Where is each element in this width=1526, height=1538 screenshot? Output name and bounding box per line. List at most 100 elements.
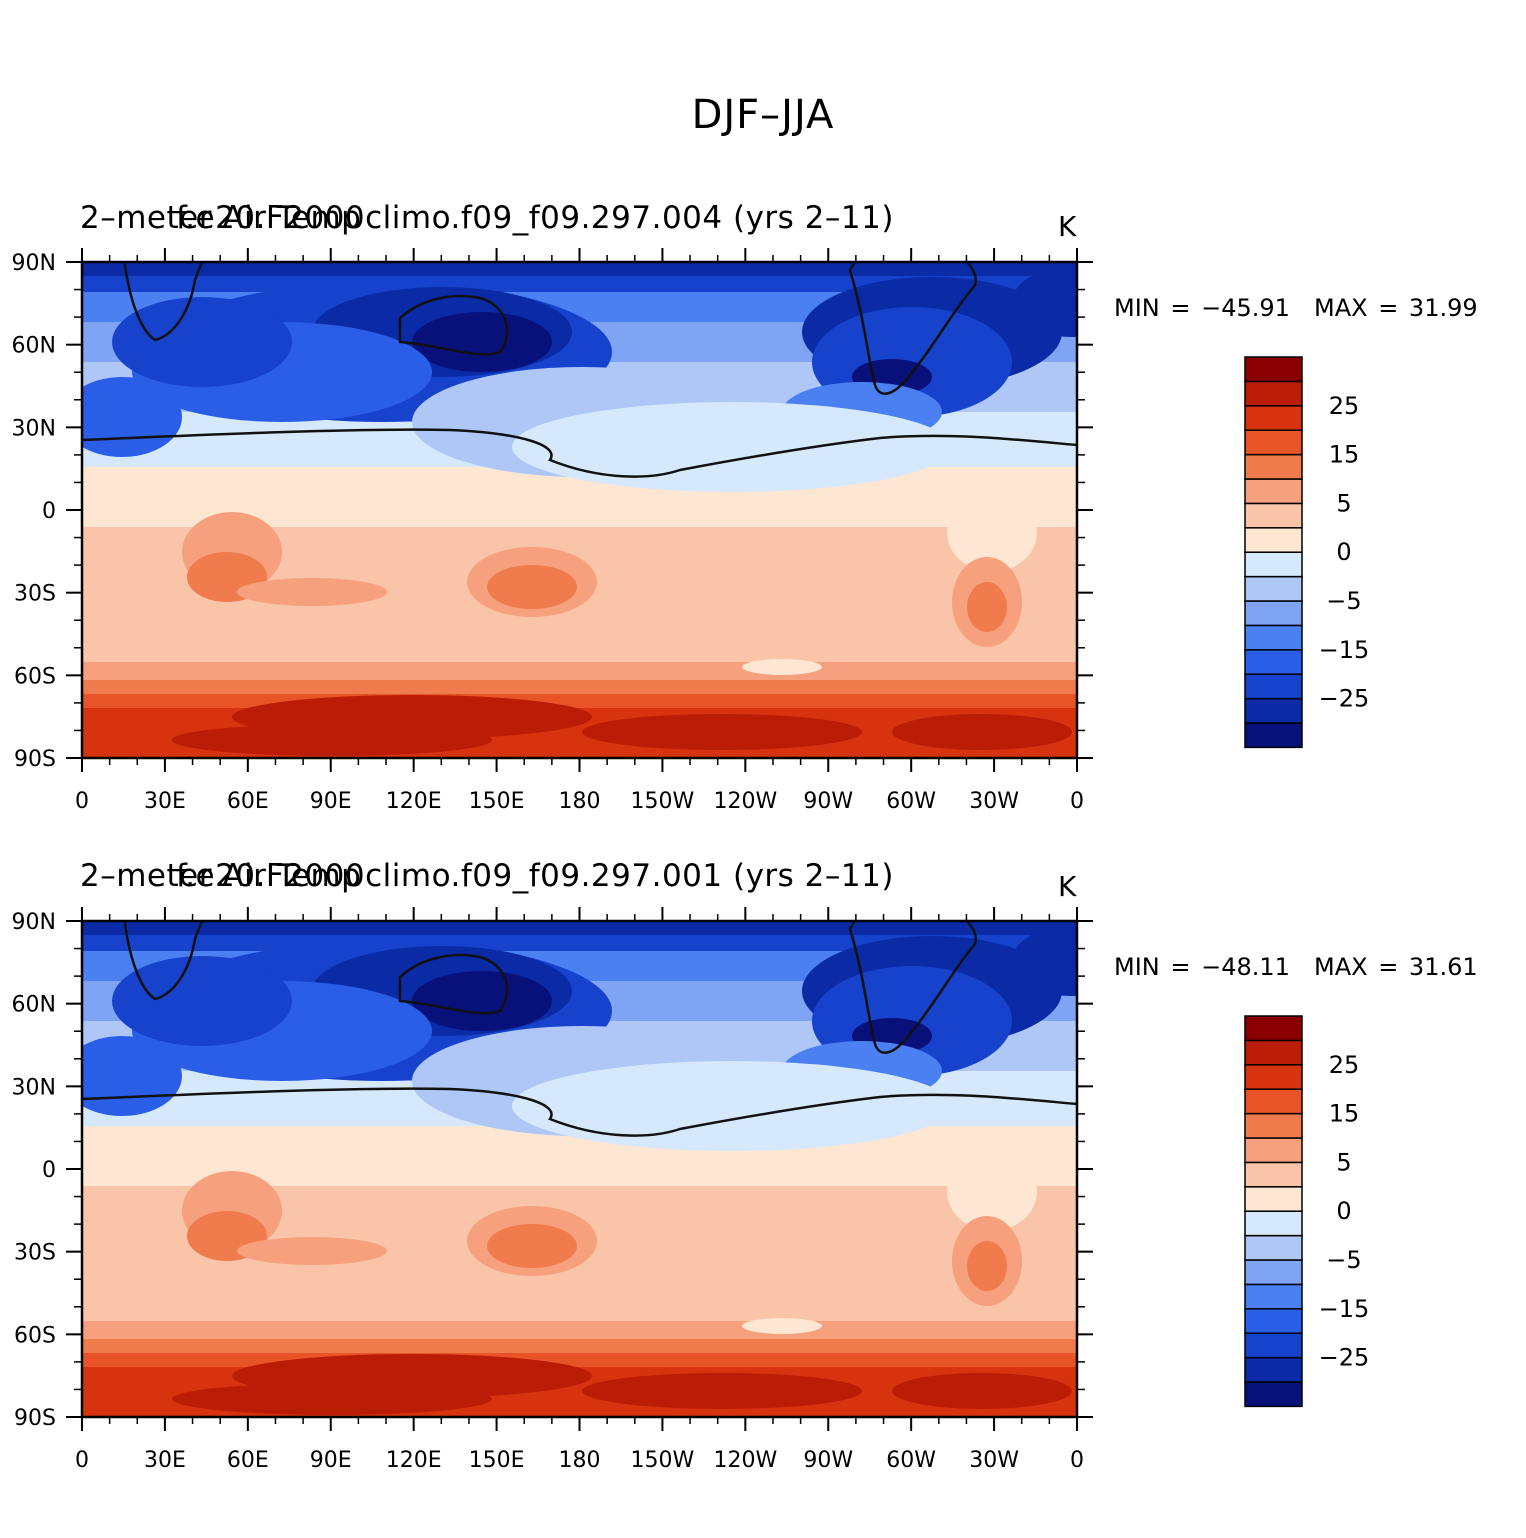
map-panel-top: 90N 60N 30N 0 30S 60S 90S 0 30E 60E 90E 120E 150E 180…: [12, 248, 1370, 814]
lon-tick-label: 60W: [886, 1448, 936, 1473]
colorbar-label: −25: [1319, 1344, 1370, 1372]
lon-tick-label: 0: [1070, 789, 1084, 814]
lon-tick-label: 90W: [803, 1448, 853, 1473]
lon-tick-label: 120E: [386, 1448, 442, 1473]
lat-tick-label: 60S: [14, 664, 56, 689]
lat-tick-label: 60S: [14, 1323, 56, 1348]
colorbar-swatch: [1244, 1112, 1303, 1139]
colorbar-label: 15: [1329, 1100, 1360, 1128]
colorbar-label: 0: [1336, 1197, 1351, 1225]
colorbar-swatch: [1244, 405, 1303, 431]
lon-tick-label: 30E: [144, 1448, 186, 1473]
lat-tick-label: 60N: [12, 334, 56, 359]
colorbar-swatch: [1244, 1308, 1303, 1334]
colorbar-swatch: [1244, 1015, 1303, 1042]
colorbar-swatch: [1244, 1234, 1303, 1261]
lon-tick-label: 120E: [386, 789, 442, 814]
lon-tick-label: 120W: [713, 1448, 777, 1473]
lon-tick-label: 180: [559, 1448, 601, 1473]
temperature-field: [82, 921, 1077, 1417]
panel-units-top: K: [1058, 210, 1077, 243]
colorbar-swatch: [1244, 624, 1303, 651]
lat-tick-label: 90S: [14, 747, 56, 772]
lon-tick-label: 30E: [144, 789, 186, 814]
lat-tick-label: 0: [42, 499, 56, 524]
min-label-bottom: MIN = −48.11: [1114, 953, 1290, 981]
map-panel-bottom: 90N 60N 30N 0 30S 60S 90S 0 30E 60E 90E 120E 150E 180…: [12, 907, 1370, 1473]
colorbar-label: −25: [1319, 685, 1370, 713]
colorbar-swatch: [1244, 551, 1303, 578]
lat-tick-label: 30S: [14, 1241, 56, 1266]
colorbar-swatch: [1244, 453, 1303, 480]
min-label-top: MIN = −45.91: [1114, 294, 1290, 322]
lon-tick-label: 0: [75, 1448, 89, 1473]
colorbar-swatch: [1244, 429, 1303, 456]
lon-tick-label: 60E: [227, 1448, 269, 1473]
colorbar: 25 15 5 0 −5 −15 −25: [1244, 1015, 1370, 1408]
colorbar-swatch: [1244, 600, 1303, 627]
colorbar-swatch: [1244, 673, 1303, 700]
colorbar-label: 0: [1336, 538, 1351, 566]
colorbar-label: −5: [1326, 587, 1361, 615]
lon-tick-label: 150W: [631, 789, 695, 814]
colorbar-swatch: [1244, 1186, 1303, 1212]
lat-tick-label: 60N: [12, 993, 56, 1018]
lat-tick-label: 90N: [12, 910, 56, 935]
colorbar-swatch: [1244, 1283, 1303, 1310]
lon-tick-label: 60E: [227, 789, 269, 814]
colorbar-swatch: [1244, 1210, 1303, 1237]
max-label-top: MAX = 31.99: [1314, 294, 1478, 322]
lon-tick-label: 150E: [469, 1448, 525, 1473]
colorbar-swatch: [1244, 1161, 1303, 1188]
lat-tick-label: 90N: [12, 251, 56, 276]
colorbar-label: −5: [1326, 1246, 1361, 1274]
lat-tick-label: 30S: [14, 582, 56, 607]
lon-tick-label: 30W: [969, 789, 1019, 814]
panel-variable-title-top: 2–meter Air Temp: [80, 200, 362, 236]
lon-tick-label: 120W: [713, 789, 777, 814]
main-title: DJF–JJA: [691, 92, 835, 138]
lon-tick-label: 90W: [803, 789, 853, 814]
lat-tick-label: 90S: [14, 1406, 56, 1431]
colorbar-swatch: [1244, 1381, 1303, 1408]
lon-tick-label: 90E: [310, 789, 352, 814]
max-label-bottom: MAX = 31.61: [1314, 953, 1478, 981]
lon-tick-label: 150E: [469, 789, 525, 814]
colorbar-swatch: [1244, 356, 1303, 383]
colorbar-swatch: [1244, 478, 1303, 505]
colorbar-swatch: [1244, 722, 1303, 749]
colorbar-label: 25: [1329, 392, 1360, 420]
colorbar-swatch: [1244, 1332, 1303, 1359]
panel-case-title-top: f.e20.F2000climo.f09_f09.297.004 (yrs 2–…: [176, 200, 894, 236]
colorbar-label: 25: [1329, 1051, 1360, 1079]
colorbar-swatch: [1244, 1356, 1303, 1383]
colorbar-swatch: [1244, 1259, 1303, 1286]
lon-tick-label: 0: [75, 789, 89, 814]
colorbar-swatch: [1244, 697, 1303, 724]
colorbar-swatch: [1244, 502, 1303, 529]
panel-variable-title-bottom: 2–meter Air Temp: [80, 858, 362, 894]
colorbar: 25 15 5 0 −5 −15 −25: [1244, 356, 1370, 749]
colorbar-label: −15: [1319, 636, 1370, 664]
colorbar-swatch: [1244, 380, 1303, 407]
colorbar-label: 5: [1336, 489, 1351, 517]
colorbar-swatch: [1244, 1039, 1303, 1066]
lon-tick-label: 150W: [631, 1448, 695, 1473]
temperature-field: [82, 262, 1077, 758]
colorbar-swatch: [1244, 1064, 1303, 1090]
lon-tick-label: 90E: [310, 1448, 352, 1473]
lat-tick-label: 0: [42, 1158, 56, 1183]
colorbar-label: 5: [1336, 1148, 1351, 1176]
colorbar-swatch: [1244, 1088, 1303, 1115]
colorbar-swatch: [1244, 649, 1303, 675]
lon-tick-label: 60W: [886, 789, 936, 814]
panel-units-bottom: K: [1058, 870, 1077, 903]
colorbar-label: 15: [1329, 441, 1360, 469]
colorbar-swatch: [1244, 575, 1303, 602]
lat-tick-label: 30N: [12, 1075, 56, 1100]
lat-tick-label: 30N: [12, 416, 56, 441]
lon-tick-label: 30W: [969, 1448, 1019, 1473]
colorbar-swatch: [1244, 1137, 1303, 1164]
colorbar-label: −15: [1319, 1295, 1370, 1323]
